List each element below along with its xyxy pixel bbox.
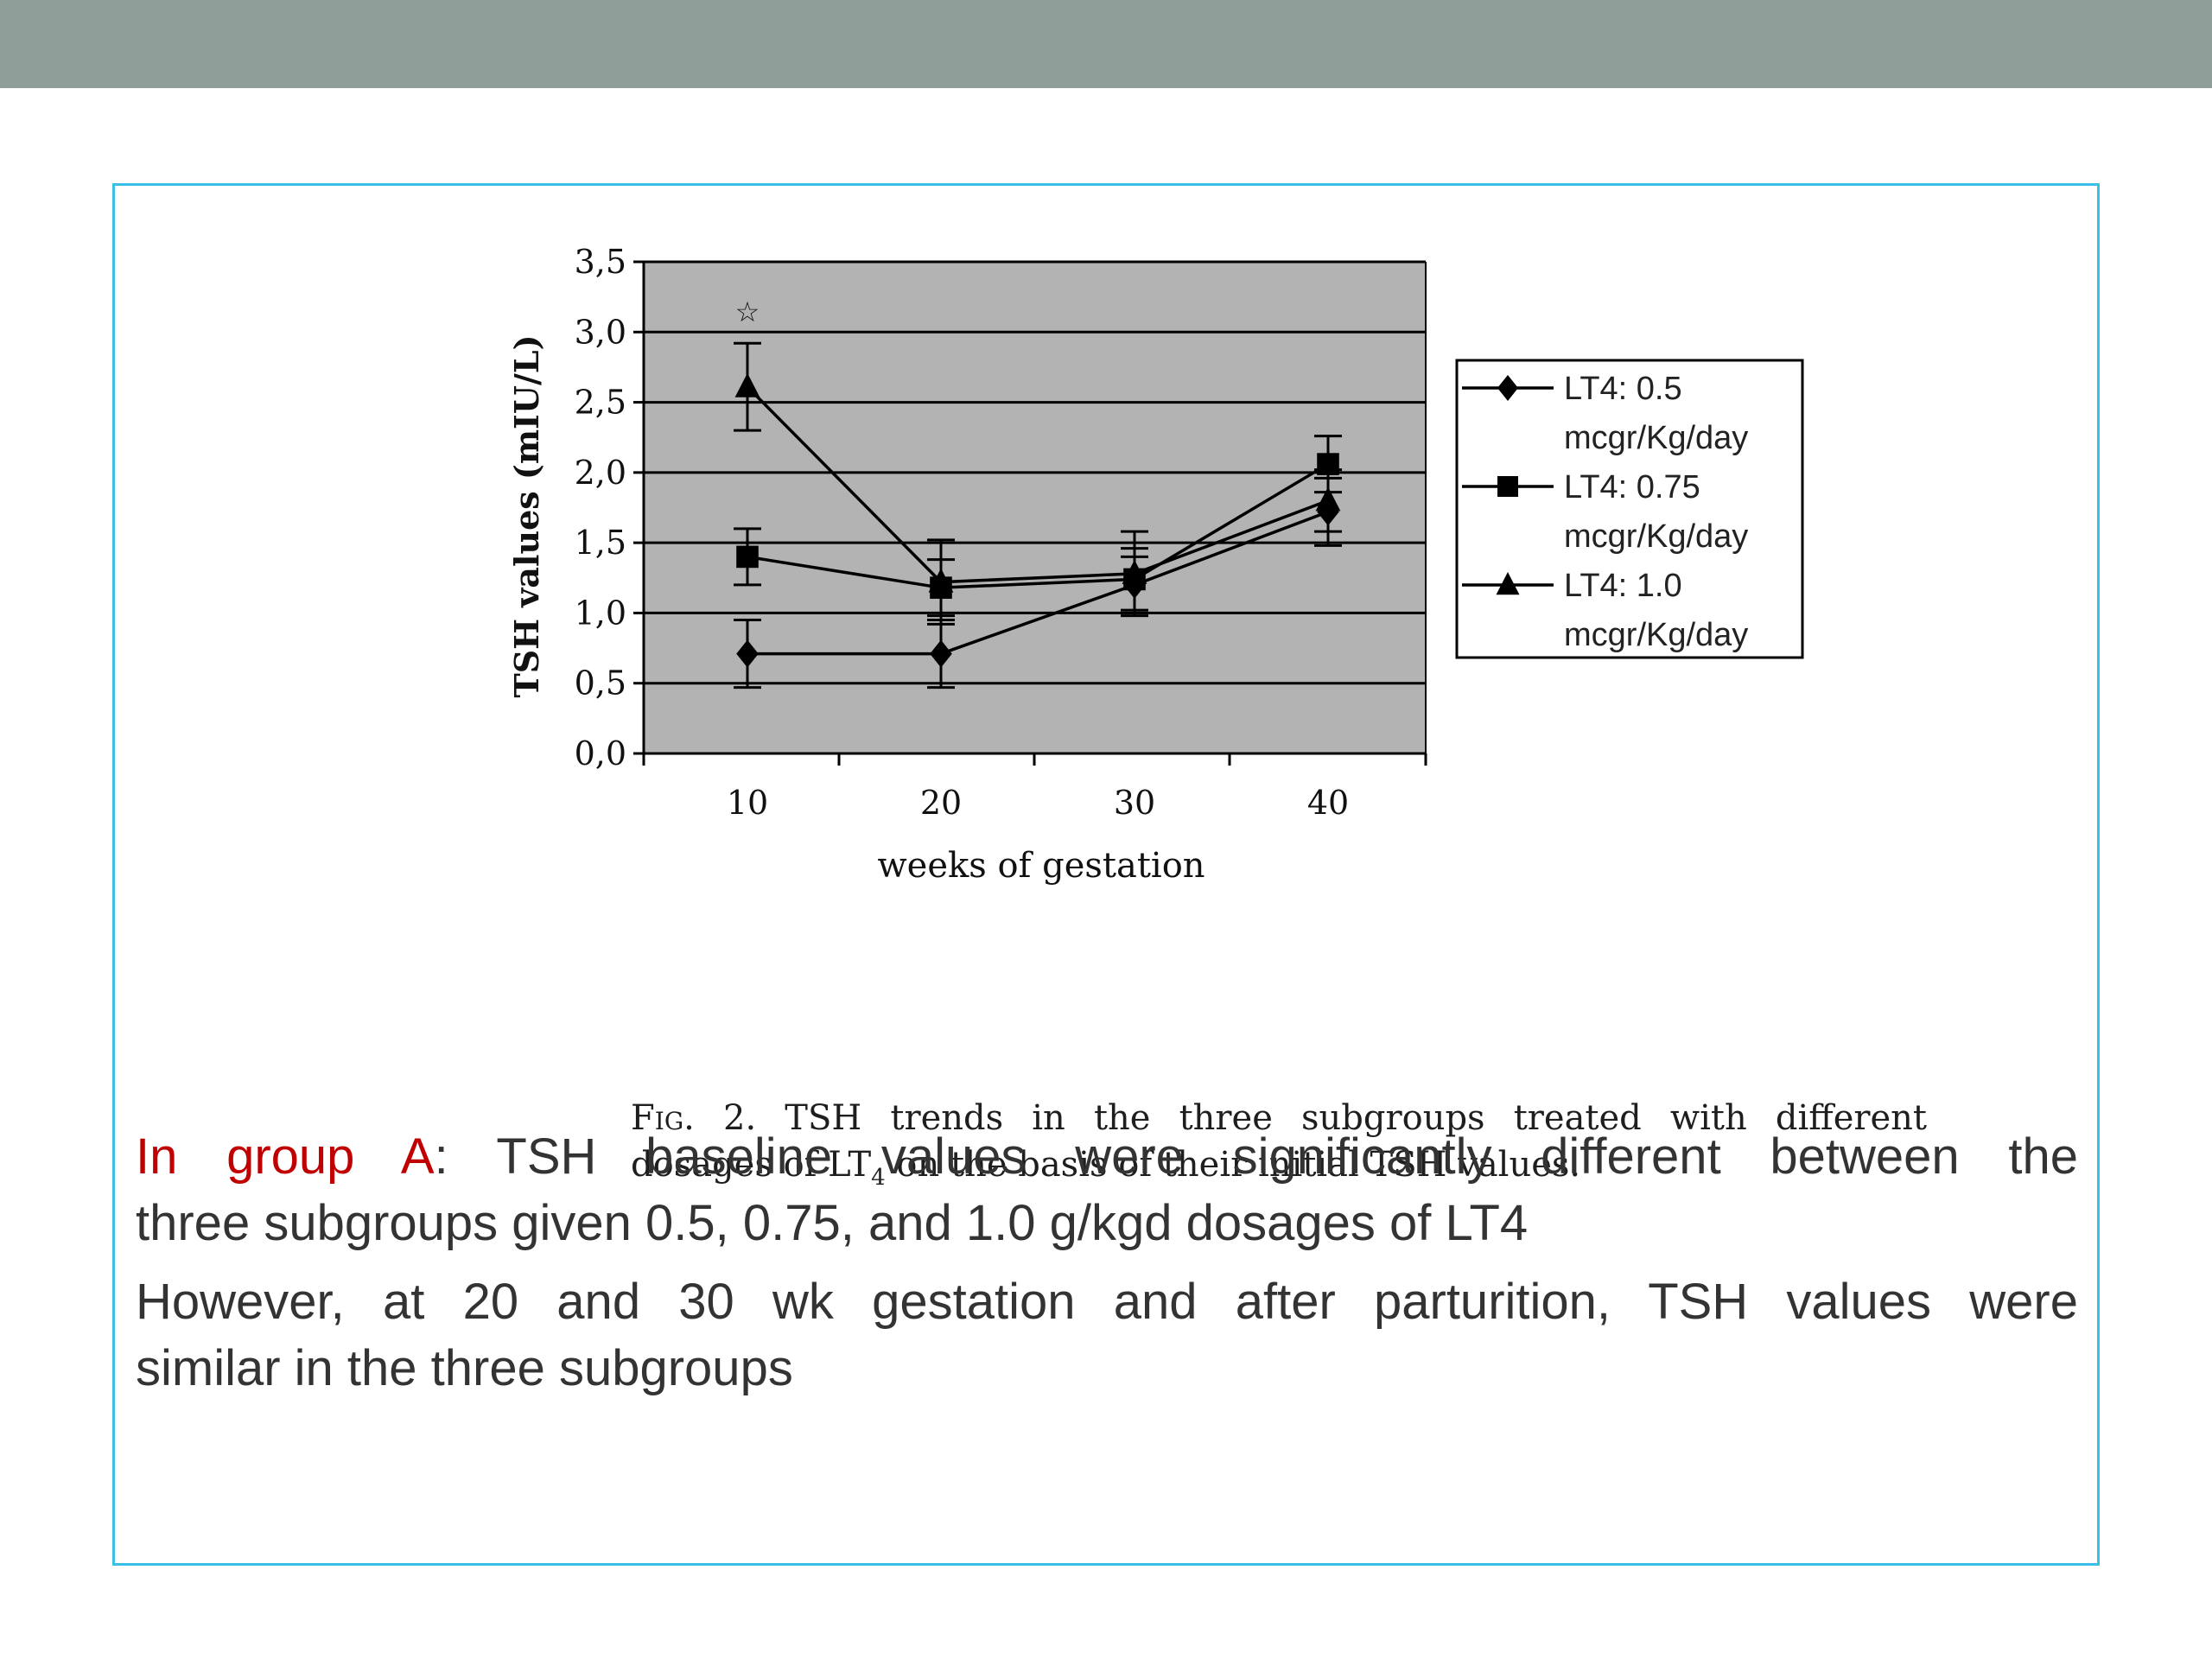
legend-label: LT4: 0.75	[1564, 469, 1700, 505]
y-tick-label: 2,0	[575, 454, 626, 492]
legend-label: LT4: 0.5	[1564, 371, 1682, 407]
paragraph-1-line-1: In group A: TSH baseline values were sig…	[136, 1123, 2078, 1190]
marker-square	[736, 545, 759, 569]
legend-label-unit: mcgr/Kg/day	[1564, 420, 1748, 456]
slide-top-bar	[0, 0, 2212, 88]
caption-line-1: Fig. 2. TSH trends in the three subgroup…	[631, 1095, 1927, 1141]
x-tick-label: 10	[727, 784, 768, 822]
marker-triangle	[928, 568, 954, 593]
y-tick-label: 1,5	[575, 524, 626, 562]
caption-fig-label: Fig.	[631, 1098, 695, 1138]
caption-subscript: 4	[871, 1165, 886, 1191]
legend-label-unit: mcgr/Kg/day	[1564, 518, 1748, 555]
paragraph-1-line-2: three subgroups given 0.5, 0.75, and 1.0…	[136, 1195, 1529, 1251]
paragraph-2-line-1: However, at 20 and 30 wk gestation and a…	[136, 1274, 2078, 1330]
paragraph-similarity: However, at 20 and 30 wk gestation and a…	[136, 1268, 2078, 1402]
y-tick-label: 2,5	[575, 384, 626, 422]
paragraph-group-a: In group A: TSH baseline values were sig…	[136, 1123, 2078, 1256]
caption-line-2-pre: dosages of LT	[631, 1145, 872, 1185]
legend-box	[1455, 359, 1804, 659]
series-line-triangle	[746, 385, 1329, 584]
marker-triangle	[734, 372, 760, 397]
y-tick-label: 3,5	[575, 243, 626, 281]
y-axis-title: TSH values (mIU/L)	[507, 334, 546, 697]
marker-diamond	[736, 639, 759, 668]
y-tick-label: 0,5	[575, 664, 626, 702]
y-tick-label: 1,0	[575, 594, 626, 632]
caption-line-2: dosages of LT4 on the basis of their ini…	[631, 1141, 1927, 1201]
legend-label: LT4: 1.0	[1564, 568, 1682, 604]
significance-star: ☆	[735, 296, 760, 328]
marker-diamond	[930, 639, 952, 668]
marker-triangle	[1122, 559, 1147, 584]
caption-line-1-text: 2. TSH trends in the three subgroups tre…	[694, 1098, 1927, 1138]
legend-marker-diamond	[1497, 375, 1518, 401]
series-line-diamond	[747, 510, 1329, 656]
figure-caption: Fig. 2. TSH trends in the three subgroup…	[631, 1095, 1927, 1201]
paragraph-2-line-2: similar in the three subgroups	[136, 1340, 793, 1396]
group-a-highlight: In group A	[136, 1128, 435, 1185]
x-tick-label: 30	[1114, 784, 1155, 822]
legend-label-unit: mcgr/Kg/day	[1564, 617, 1748, 653]
x-tick-label: 40	[1307, 784, 1349, 822]
series-line-square	[747, 462, 1329, 589]
plot-area	[644, 262, 1426, 753]
legend-marker-square	[1497, 476, 1518, 497]
legend-marker-triangle	[1496, 572, 1520, 595]
paragraph-1-line-1-text: : TSH baseline values were significantly…	[434, 1128, 2079, 1185]
y-tick-label: 3,0	[575, 313, 626, 351]
tsh-trend-chart: 0,0 0,5 1,0 1,5 2,0 2,5 3,0 3,5 10 20 30 40 weeks of…	[507, 243, 1804, 886]
marker-triangle	[1315, 486, 1341, 512]
x-tick-label: 20	[920, 784, 962, 822]
y-tick-label: 0,0	[575, 734, 626, 772]
x-axis-title: weeks of gestation	[877, 846, 1205, 886]
content-frame: 0,0 0,5 1,0 1,5 2,0 2,5 3,0 3,5 10 20 30 40 weeks of…	[112, 183, 2100, 1566]
caption-line-2-post: on the basis of their initial TSH values…	[885, 1145, 1581, 1185]
